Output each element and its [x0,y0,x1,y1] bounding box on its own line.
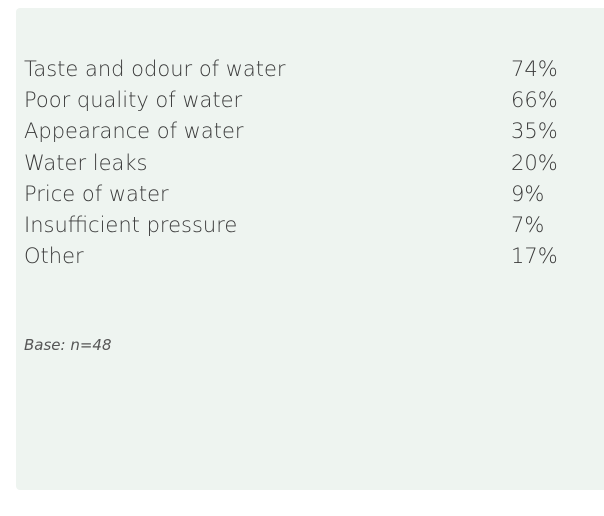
row-label: Taste and odour of water [24,57,286,81]
row-value: 20% [511,150,558,175]
row-value: 35% [511,119,558,144]
table-row: Taste and odour of water 74% [24,54,604,85]
footnote: Base: n=48 [24,336,112,354]
row-value: 7% [511,213,545,237]
row-label: Other [24,244,84,269]
row-value: 9% [511,181,545,206]
row-label: Appearance of water [24,119,244,144]
table-row: Price of water 9% [24,179,604,210]
row-value: 17% [511,244,558,269]
table-row: Other 17% [24,241,604,272]
table-row: Water leaks 20% [24,148,604,179]
row-label: Poor quality of water [24,88,243,113]
row-value: 74% [511,57,558,81]
row-label: Price of water [24,181,169,206]
table-row: Appearance of water 35% [24,116,604,147]
row-label: Water leaks [24,150,148,175]
row-value: 66% [511,88,558,113]
table-row: Poor quality of water 66% [24,85,604,116]
row-label: Insufficient pressure [24,213,238,237]
table-row: Insufficient pressure 7% [24,210,604,241]
panel: Base: n=48 Taste and odour of water 74% Po… [16,8,604,490]
